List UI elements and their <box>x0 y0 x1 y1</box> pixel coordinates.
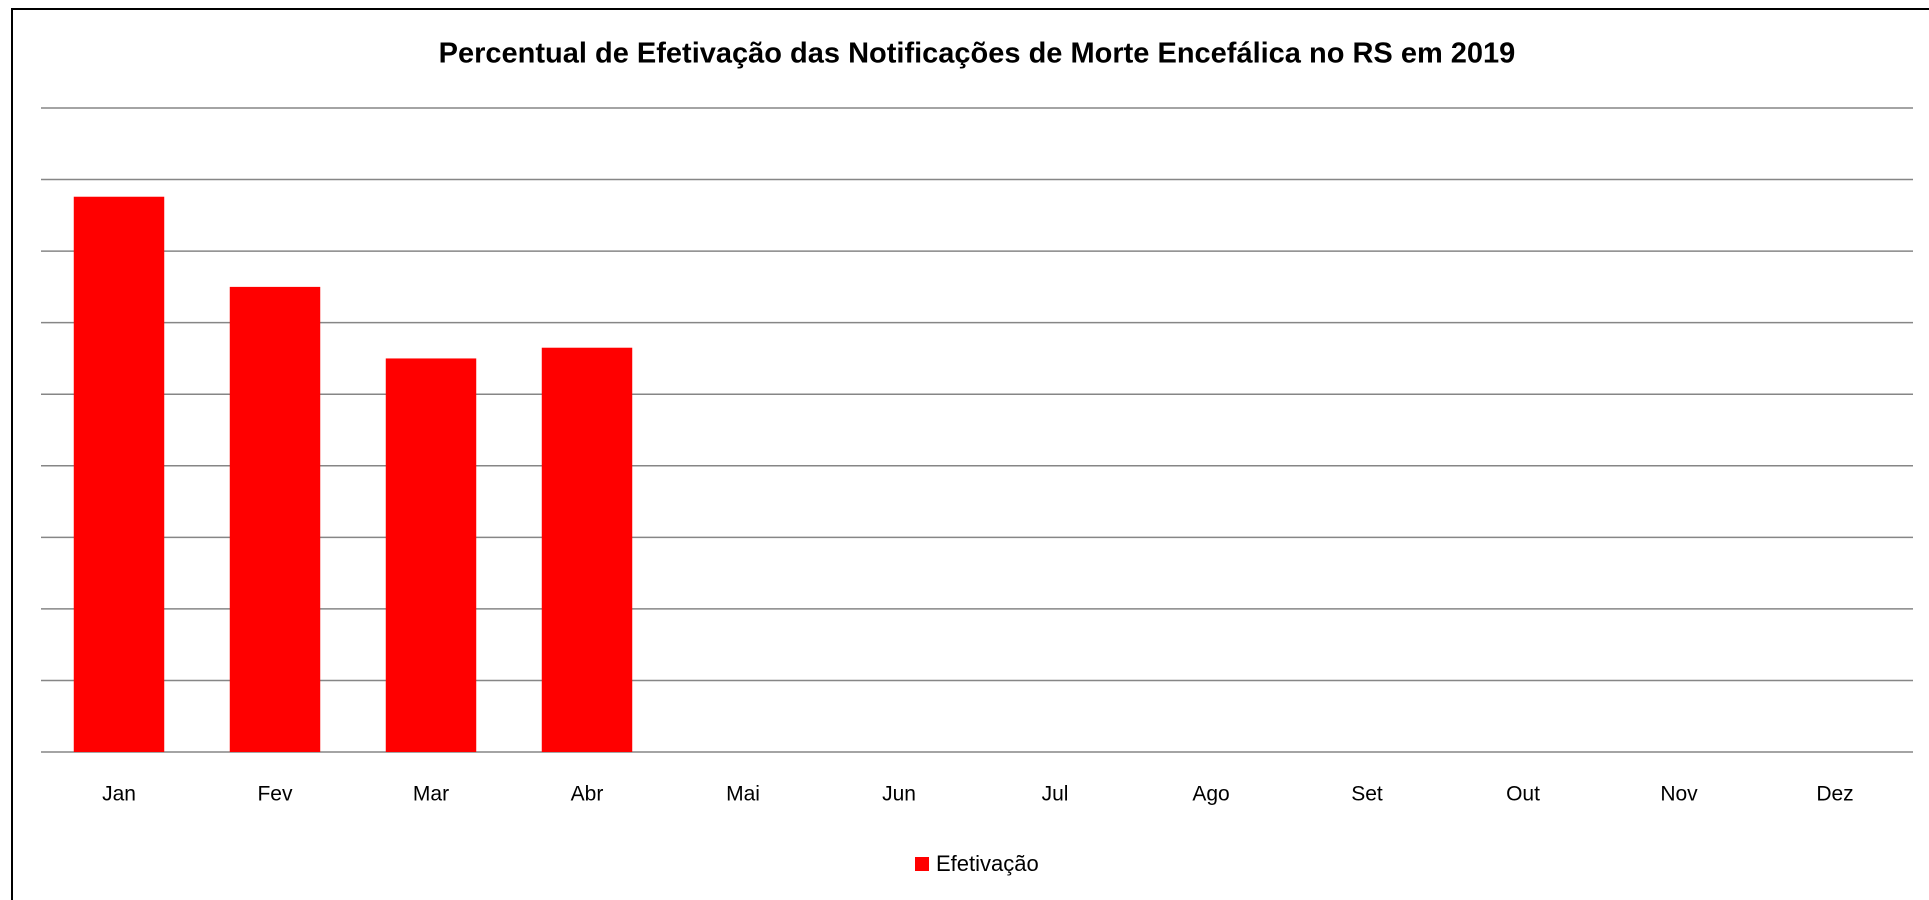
chart-title: Percentual de Efetivação das Notificaçõe… <box>439 38 1516 70</box>
x-tick-label: Out <box>1506 783 1540 806</box>
x-tick-label: Nov <box>1660 783 1698 806</box>
bar <box>229 286 321 752</box>
x-tick-label: Fev <box>257 783 293 806</box>
x-tick-label: Mai <box>726 783 760 806</box>
x-tick-label: Set <box>1351 783 1383 806</box>
bar <box>73 196 165 752</box>
x-tick-label: Dez <box>1816 783 1853 806</box>
bar <box>385 358 477 752</box>
x-tick-label: Ago <box>1192 783 1229 806</box>
bar <box>541 347 633 752</box>
legend-label: Efetivação <box>936 851 1039 876</box>
x-tick-label: Jan <box>102 783 136 806</box>
x-tick-label: Abr <box>571 783 604 806</box>
legend-swatch <box>915 857 929 871</box>
x-tick-label: Mar <box>413 783 449 806</box>
x-tick-label: Jul <box>1042 783 1069 806</box>
x-tick-label: Jun <box>882 783 916 806</box>
